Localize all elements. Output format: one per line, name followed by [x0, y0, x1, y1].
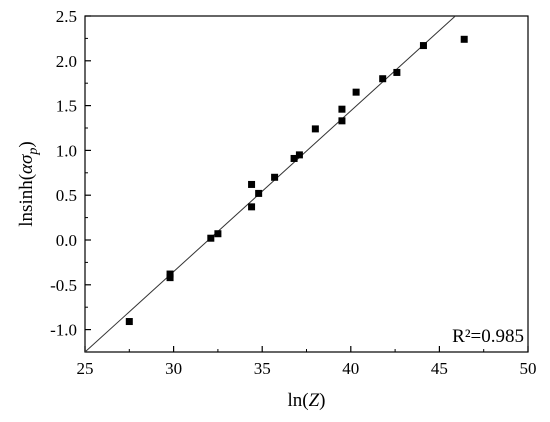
y-tick-label: 0.5: [56, 186, 77, 205]
plot-frame: [84, 15, 529, 353]
x-tick-label: 30: [165, 359, 182, 378]
x-tick-label: 35: [254, 359, 271, 378]
x-tick-label: 25: [77, 359, 94, 378]
data-point: [352, 88, 360, 96]
data-point: [214, 230, 222, 238]
y-tick-label: 1.0: [56, 141, 77, 160]
x-tick-label: 40: [342, 359, 359, 378]
data-point: [207, 234, 215, 242]
data-point: [311, 125, 319, 133]
y-tick-label: 2.5: [56, 7, 77, 26]
data-point: [419, 42, 427, 50]
r-squared-annotation: R²=0.985: [452, 326, 524, 347]
data-point: [295, 151, 303, 159]
data-point: [460, 35, 468, 43]
data-point: [393, 68, 401, 76]
data-point: [125, 318, 133, 326]
data-point: [248, 203, 256, 211]
data-point: [338, 117, 346, 125]
data-point: [255, 189, 263, 197]
x-axis-title: ln(Z): [287, 390, 325, 411]
y-tick-label: -0.5: [50, 276, 77, 295]
data-point: [271, 173, 279, 181]
y-tick-label: 0.0: [56, 231, 77, 250]
y-tick-label: 2.0: [56, 52, 77, 71]
x-tick-label: 45: [431, 359, 448, 378]
data-point: [290, 154, 298, 162]
data-point: [248, 180, 256, 188]
data-point: [166, 270, 174, 278]
fit-line: [84, 15, 456, 353]
data-point: [379, 75, 387, 83]
y-tick-label: -1.0: [50, 321, 77, 340]
y-axis-title-group: lnsinh(ασp): [16, 141, 41, 226]
data-point: [338, 105, 346, 113]
y-axis-title: lnsinh(ασp): [16, 141, 41, 226]
data-point: [166, 274, 174, 282]
x-tick-label: 50: [520, 359, 537, 378]
y-tick-label: 1.5: [56, 97, 77, 116]
